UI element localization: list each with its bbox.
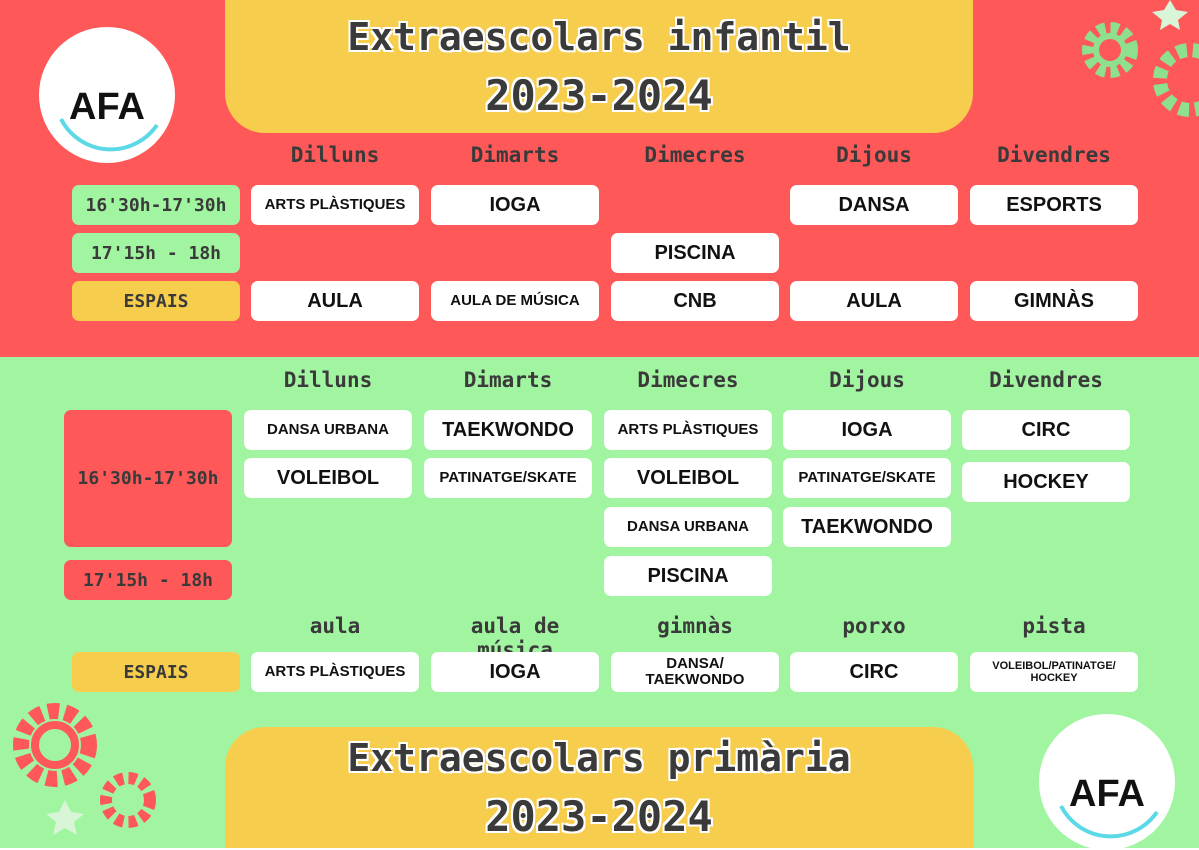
activity-cell: PATINATGE/SKATE (424, 458, 592, 498)
activity-cell: AULA DE MÚSICA (431, 281, 599, 321)
logo-ring-icon (59, 118, 159, 152)
primaria-title-banner: Extraescolars primària 2023-2024 (225, 727, 973, 848)
activity-cell: AULA (251, 281, 419, 321)
place-header: aula (309, 614, 361, 638)
logo-text: AFA (69, 85, 145, 128)
place-header: gimnàs (657, 614, 733, 638)
day-header: Dilluns (283, 368, 373, 392)
espais-label: ESPAIS (72, 281, 240, 321)
activity-cell: IOGA (783, 410, 951, 450)
place-header: pista (1022, 614, 1086, 638)
activity-cell: DANSA URBANA (604, 507, 772, 547)
activity-cell: CNB (611, 281, 779, 321)
time-label: 17'15h - 18h (64, 560, 232, 600)
activity-cell: AULA (790, 281, 958, 321)
activity-cell: ARTS PLÀSTIQUES (251, 185, 419, 225)
activity-cell: ARTS PLÀSTIQUES (604, 410, 772, 450)
activity-cell: ESPORTS (970, 185, 1138, 225)
activity-cell: HOCKEY (962, 462, 1130, 502)
activity-cell: PISCINA (611, 233, 779, 273)
place-activity-cell: ARTS PLÀSTIQUES (251, 652, 419, 692)
place-activity-cell: VOLEIBOL/PATINATGE/ HOCKEY (970, 652, 1138, 692)
activity-cell: IOGA (431, 185, 599, 225)
infantil-years: 2023-2024 (485, 70, 713, 120)
activity-cell: VOLEIBOL (244, 458, 412, 498)
place-header: porxo (842, 614, 906, 638)
time-label: 17'15h - 18h (72, 233, 240, 273)
activity-cell: TAEKWONDO (424, 410, 592, 450)
day-header: Dimarts (463, 368, 553, 392)
place-activity-cell: IOGA (431, 652, 599, 692)
afa-logo-bottom: AFA (1039, 714, 1175, 850)
gear-icon (13, 703, 156, 835)
time-label: 16'30h-17'30h (64, 410, 232, 547)
activity-cell: PATINATGE/SKATE (783, 458, 951, 498)
primaria-title: Extraescolars primària (347, 735, 851, 780)
gear-icon (1082, 0, 1199, 117)
day-header: Divendres (997, 143, 1111, 167)
day-header: Dimecres (644, 143, 746, 167)
activity-cell: CIRC (962, 410, 1130, 450)
infantil-title: Extraescolars infantil (347, 14, 851, 59)
place-activity-cell: CIRC (790, 652, 958, 692)
infantil-title-banner: Extraescolars infantil 2023-2024 (225, 0, 973, 133)
activity-cell: GIMNÀS (970, 281, 1138, 321)
place-activity-cell: DANSA/ TAEKWONDO (611, 652, 779, 692)
espais-label: ESPAIS (72, 652, 240, 692)
day-header: Dijous (836, 143, 912, 167)
activity-cell: DANSA URBANA (244, 410, 412, 450)
day-header: Dijous (829, 368, 905, 392)
logo-text: AFA (1069, 772, 1145, 815)
activity-cell: PISCINA (604, 556, 772, 596)
day-header: Dimarts (470, 143, 560, 167)
logo-ring-icon (1059, 805, 1159, 839)
primaria-years: 2023-2024 (485, 791, 713, 841)
afa-logo-top: AFA (39, 27, 175, 163)
activity-cell: DANSA (790, 185, 958, 225)
activity-cell: TAEKWONDO (783, 507, 951, 547)
time-label: 16'30h-17'30h (72, 185, 240, 225)
activity-cell: VOLEIBOL (604, 458, 772, 498)
day-header: Dimecres (637, 368, 739, 392)
day-header: Dilluns (290, 143, 380, 167)
day-header: Divendres (989, 368, 1103, 392)
